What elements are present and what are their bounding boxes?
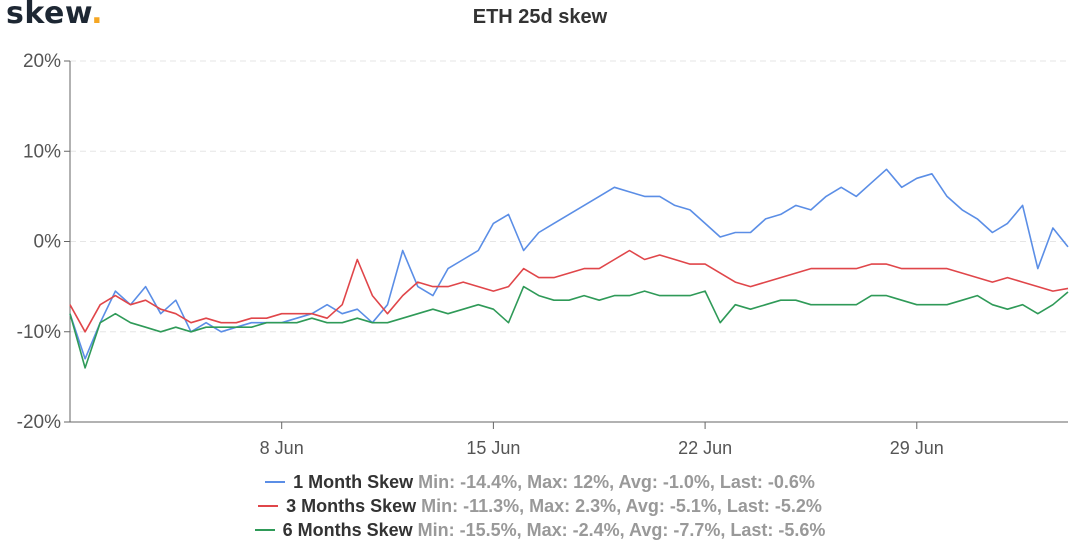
y-tick-label: 0%	[34, 232, 62, 253]
y-tick-label: 10%	[23, 141, 61, 162]
series-line-2	[69, 249, 1069, 333]
logo-dot: .	[91, 0, 104, 31]
series-line-3	[69, 285, 1069, 369]
axes: 20% 10% 0% -10% -20% 8 Jun 15 Jun 22 Jun 29 Jun	[17, 51, 1068, 458]
legend-swatch	[258, 505, 279, 507]
chart-title: ETH 25d skew	[472, 6, 608, 28]
series-line-1	[69, 168, 1069, 360]
legend-swatch	[254, 529, 275, 531]
series-lines	[69, 168, 1069, 369]
y-tick-label: -10%	[17, 322, 61, 343]
chart-svg: 20% 10% 0% -10% -20% 8 Jun 15 Jun 22 Jun 29 Jun	[17, 51, 1069, 458]
legend-series-stats: Min: -15.5%, Max: -2.4%, Avg: -7.7%, Las…	[417, 519, 826, 540]
x-tick-label: 8 Jun	[260, 438, 304, 458]
y-tick-label: 20%	[23, 51, 61, 72]
legend-item-3-months[interactable]: 3 Months Skew Min: -11.3%, Max: 2.3%, Av…	[0, 494, 1080, 518]
legend-series-name: 3 Months Skew	[286, 495, 417, 516]
legend: 1 Month Skew Min: -14.4%, Max: 12%, Avg:…	[0, 470, 1080, 542]
x-tick-label: 29 Jun	[890, 438, 944, 458]
logo-text: skew	[6, 0, 92, 31]
x-tick-label: 15 Jun	[466, 438, 520, 458]
legend-series-name: 6 Months Skew	[282, 519, 413, 540]
x-tick-label: 22 Jun	[678, 438, 732, 458]
skew-logo: skew.	[6, 0, 103, 31]
y-tick-label: -20%	[17, 412, 61, 433]
legend-series-stats: Min: -14.4%, Max: 12%, Avg: -1.0%, Last:…	[418, 471, 815, 492]
legend-series-stats: Min: -11.3%, Max: 2.3%, Avg: -5.1%, Last…	[421, 495, 822, 516]
grid-lines	[70, 60, 1068, 333]
legend-item-6-months[interactable]: 6 Months Skew Min: -15.5%, Max: -2.4%, A…	[0, 518, 1080, 542]
legend-item-1-month[interactable]: 1 Month Skew Min: -14.4%, Max: 12%, Avg:…	[0, 470, 1080, 494]
legend-swatch	[265, 481, 286, 483]
legend-series-name: 1 Month Skew	[293, 471, 414, 492]
